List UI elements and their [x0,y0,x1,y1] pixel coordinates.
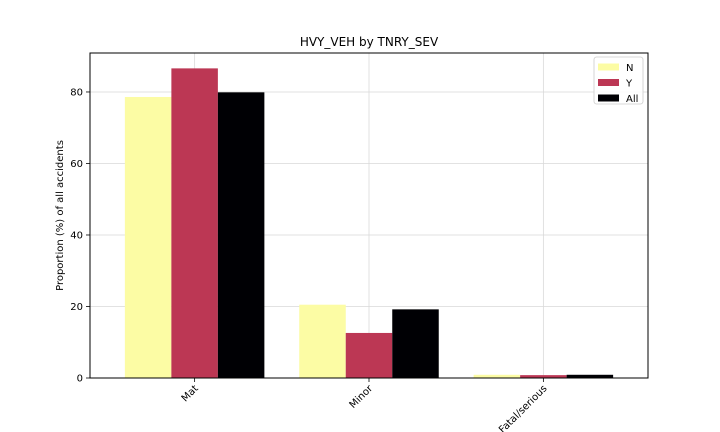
x-tick-label: Mat [180,383,201,404]
bar-all-fatal-serious [566,374,614,378]
legend-label: N [626,63,633,74]
legend-swatch [598,63,619,71]
bar-y-fatal-serious [520,375,567,378]
bar-n-mat [124,96,172,378]
bar-n-minor [299,304,346,378]
y-tick-label: 20 [70,302,83,313]
legend-label: All [626,94,638,105]
x-tick-label: Fatal/serious [497,383,549,432]
bars-group [124,68,614,379]
y-tick-label: 40 [70,230,83,241]
x-axis-ticks: Mat Minor Fatal/serious [180,378,549,432]
bar-y-minor [345,332,393,378]
y-tick-label: 80 [70,87,83,98]
bar-y-mat [171,68,218,379]
bar-all-mat [217,92,265,379]
legend-label: Y [625,79,633,90]
y-axis-label: Proportion (%) of all accidents [55,140,66,291]
y-tick-label: 0 [77,374,83,385]
legend-swatch [598,79,619,86]
bar-n-fatal-serious [473,374,521,378]
bar-all-minor [392,309,439,378]
y-tick-label: 60 [70,159,83,170]
y-axis-ticks: 0 20 40 60 80 [70,87,90,385]
chart-title: HVY_VEH by TNRY_SEV [300,35,439,49]
legend-swatch [598,94,619,102]
x-tick-label: Minor [348,383,376,411]
legend: NY All [593,56,644,105]
